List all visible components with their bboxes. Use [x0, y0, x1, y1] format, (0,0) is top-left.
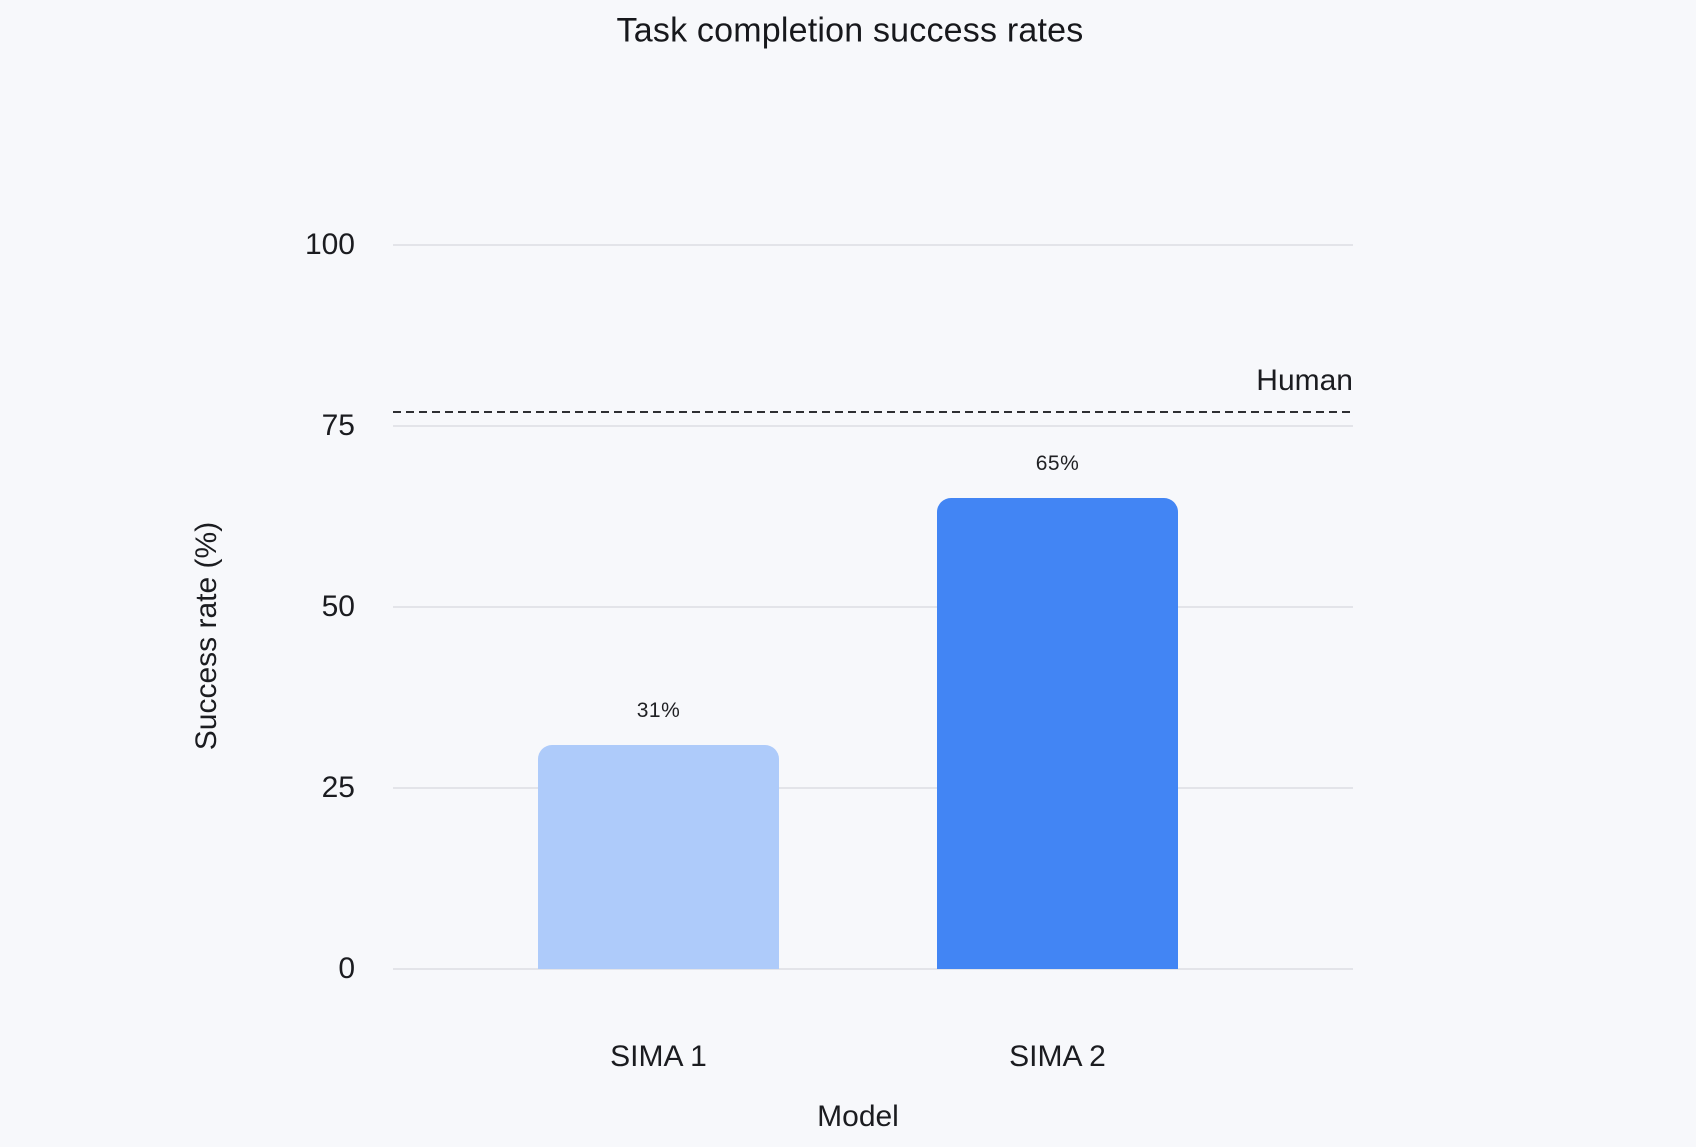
bar-sima-1	[538, 744, 779, 969]
x-axis-tick-labels: SIMA 1 SIMA 2	[393, 969, 1353, 1089]
human-reference-label: Human	[1256, 363, 1353, 397]
chart-title: Task completion success rates	[616, 11, 1084, 50]
gridline-0	[393, 968, 1353, 970]
x-tick-label-sima-1: SIMA 1	[610, 1040, 707, 1073]
y-tick-label-25: 25	[321, 771, 355, 804]
y-tick-label-0: 0	[338, 952, 355, 985]
gridline-50	[393, 606, 1353, 608]
bar-value-label-sima-1: 31%	[636, 698, 681, 722]
y-tick-label-75: 75	[321, 409, 355, 442]
gridline-75	[393, 425, 1353, 427]
bar-sima-2	[937, 498, 1178, 969]
human-reference-line	[393, 410, 1353, 413]
plot-area: 31% 65% Human	[393, 244, 1353, 970]
x-tick-label-sima-2: SIMA 2	[1009, 1040, 1106, 1073]
bar-value-label-sima-2: 65%	[1035, 452, 1080, 476]
gridline-100	[393, 244, 1353, 246]
gridline-25	[393, 787, 1353, 789]
y-tick-label-100: 100	[304, 228, 355, 261]
x-axis-title: Model	[817, 1100, 899, 1133]
y-tick-label-50: 50	[321, 590, 355, 623]
y-axis-tick-labels: 0 25 50 75 100	[0, 228, 355, 985]
